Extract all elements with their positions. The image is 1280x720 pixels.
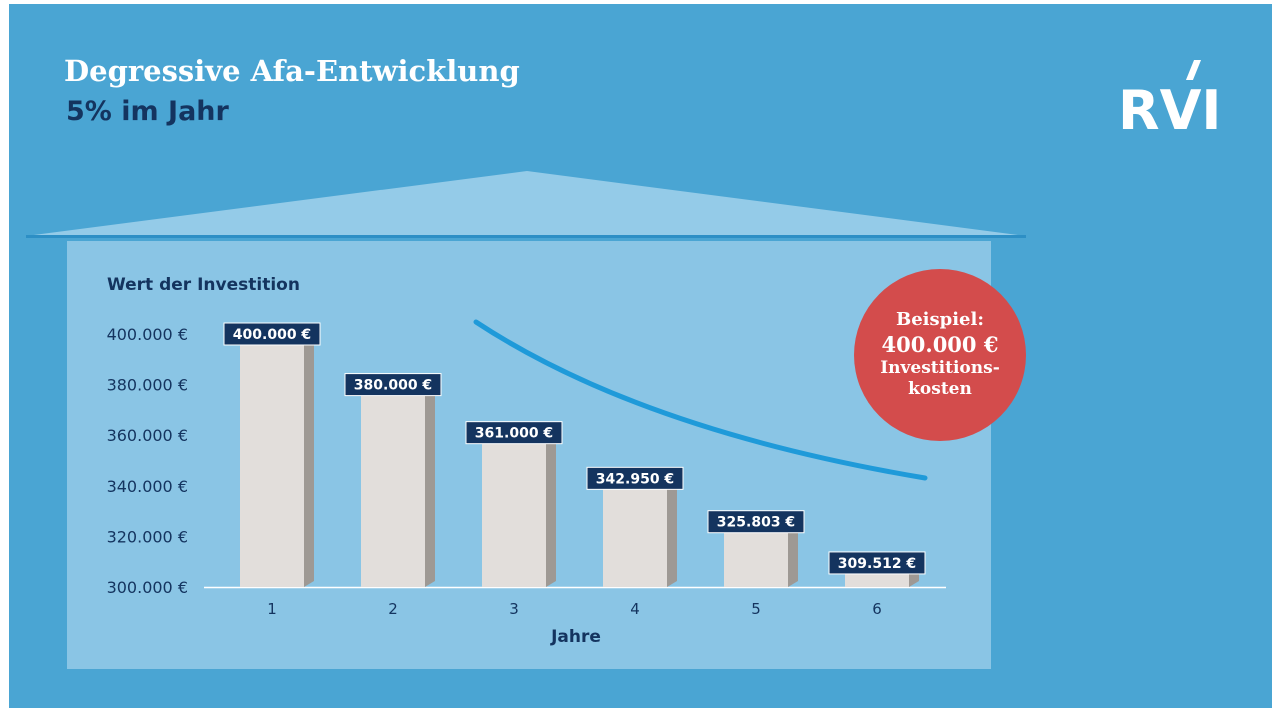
value-label-box xyxy=(344,373,442,397)
bar-side xyxy=(304,330,314,587)
x-tick-label: 3 xyxy=(509,600,519,618)
x-tick-label: 1 xyxy=(267,600,277,618)
value-label-box xyxy=(707,510,805,534)
value-label: 342.950 € xyxy=(596,471,674,487)
y-axis-title: Wert der Investition xyxy=(107,275,300,295)
page-subtitle: 5% im Jahr xyxy=(66,96,229,127)
roof-shape xyxy=(26,171,1026,236)
y-tick-label: 300.000 € xyxy=(107,578,188,597)
rvi-logo: RVI xyxy=(1118,79,1222,142)
bar-side xyxy=(788,517,798,587)
x-tick-label: 5 xyxy=(751,600,761,618)
x-tick-label: 6 xyxy=(872,600,882,618)
y-tick-label: 400.000 € xyxy=(107,325,188,344)
value-label-box xyxy=(223,322,321,346)
value-label: 325.803 € xyxy=(717,515,795,531)
value-label-box xyxy=(465,421,563,445)
page-title: Degressive Afa-Entwicklung xyxy=(64,54,520,88)
plot-layer: 400.000 € 380.000 € 360.000 € 340.000 € 320.… xyxy=(107,319,946,618)
example-badge: Beispiel: 400.000 € Investitions- kosten xyxy=(854,269,1026,441)
value-label-box xyxy=(828,551,926,575)
bar-side xyxy=(667,474,677,587)
bar-side xyxy=(425,380,435,587)
trend-curve xyxy=(473,319,928,481)
y-tick-label: 360.000 € xyxy=(107,426,188,445)
x-tick-label: 4 xyxy=(630,600,640,618)
bar xyxy=(482,432,546,587)
bar xyxy=(240,334,304,587)
badge-line-4: kosten xyxy=(908,379,972,400)
value-label: 400.000 € xyxy=(233,327,311,343)
y-tick-label: 380.000 € xyxy=(107,376,188,395)
x-tick-label: 2 xyxy=(388,600,398,618)
badge-line-3: Investitions- xyxy=(880,358,1000,379)
bar-side xyxy=(546,428,556,587)
value-label: 309.512 € xyxy=(838,556,916,572)
value-label: 361.000 € xyxy=(475,426,553,442)
y-tick-label: 320.000 € xyxy=(107,527,188,546)
badge-line-2: 400.000 € xyxy=(881,331,999,357)
roof-line xyxy=(26,235,1026,238)
x-axis-title: Jahre xyxy=(550,627,601,647)
badge-line-1: Beispiel: xyxy=(896,309,984,331)
bar xyxy=(361,384,425,587)
y-tick-label: 340.000 € xyxy=(107,477,188,496)
bar xyxy=(603,478,667,587)
value-label: 380.000 € xyxy=(354,378,432,394)
value-label-box xyxy=(586,466,684,490)
